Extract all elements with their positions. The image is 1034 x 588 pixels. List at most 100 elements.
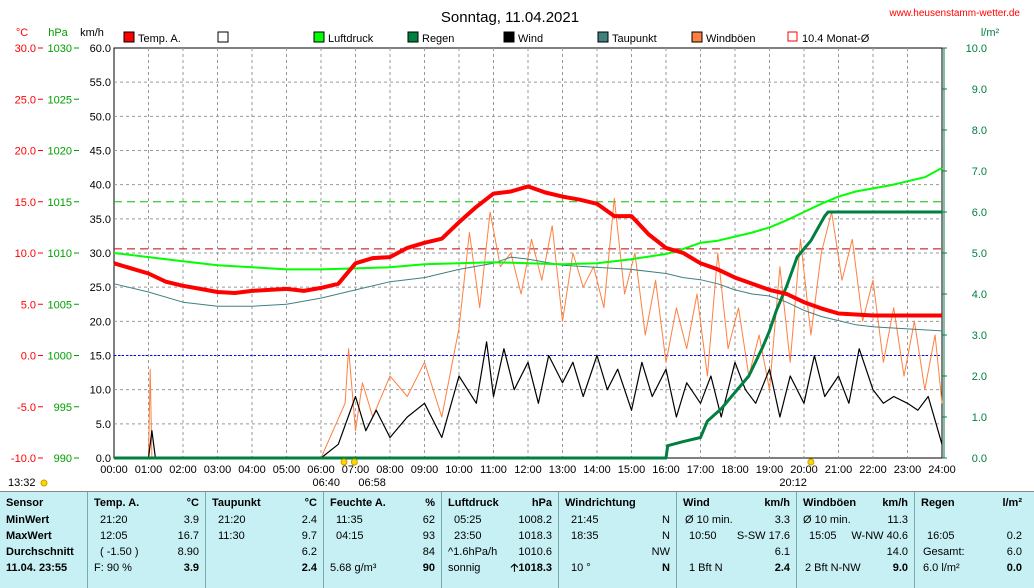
summary-table: Sensor MinWert MaxWert Durchschnitt 11.0… <box>0 491 1034 588</box>
time-tick-label: 14:00 <box>583 464 611 476</box>
rain-tick-label: 2.0 <box>972 371 987 383</box>
pressure-tick-label: 1010 <box>48 248 72 260</box>
time-tick-label: 08:00 <box>376 464 404 476</box>
chart-series <box>113 167 943 460</box>
wind-tick-label: 10.0 <box>90 385 111 397</box>
cell: 21:20 <box>218 514 246 526</box>
pressure-tick-label: 1020 <box>48 146 72 158</box>
cell: 8.90 <box>177 546 199 558</box>
source-link[interactable]: www.heusenstamm-wetter.de <box>888 8 1020 19</box>
time-tick-label: 17:00 <box>687 464 715 476</box>
series-line-windb-en <box>114 197 943 459</box>
temp-header: Temp. A. <box>94 497 140 509</box>
pressure-tick-label: 1025 <box>48 94 72 106</box>
legend-swatch <box>691 31 703 43</box>
cell: 1008.2 <box>518 514 552 526</box>
time-tick-label: 24:00 <box>928 464 956 476</box>
cell: Ø 10 min. <box>685 514 733 526</box>
cell: N <box>662 562 670 574</box>
legend-label: Temp. A. <box>138 33 181 45</box>
cell: 1018.3 <box>518 530 552 542</box>
cell: 90 <box>422 562 435 574</box>
time-tick-label: 12:00 <box>514 464 542 476</box>
rain-tick-label: 10.0 <box>966 43 987 55</box>
temp-tick-label: 15.0 <box>15 197 36 209</box>
cell: 21:20 <box>100 514 128 526</box>
cell: NW <box>651 546 670 558</box>
time-tick-label: 06:00 <box>307 464 335 476</box>
rain-tick-label: 7.0 <box>972 166 987 178</box>
wind-tick-label: 25.0 <box>90 282 111 294</box>
rain-tick-label: 8.0 <box>972 125 987 137</box>
rain-unit-label: l/m² <box>981 27 1000 39</box>
time-tick-label: 20:00 <box>790 464 818 476</box>
taupunkt-column: Taupunkt °C 21:20 2.4 11:30 9.7 6.2 2.4 <box>205 492 323 588</box>
time-tick-label: 07:00 <box>342 464 370 476</box>
cell: 10 ° <box>571 562 591 574</box>
legend-swatch <box>787 31 798 42</box>
pressure-tick-label: 990 <box>54 453 72 465</box>
left-time-label: 13:32 <box>8 477 36 489</box>
cell: W-NW 40.6 <box>851 530 908 542</box>
windboen-unit: km/h <box>882 497 908 509</box>
cell: 05:25 <box>454 514 482 526</box>
cell: 16:05 <box>927 530 955 542</box>
cell: 11:30 <box>218 530 245 542</box>
weather-chart: 00:00 01:00 02:00 03:00 04:00 05:00 06:00 07:00… <box>8 8 1020 489</box>
cell: ( -1.50 ) <box>100 546 139 558</box>
cell: 62 <box>422 514 435 526</box>
sun-time-label: 20:12 <box>779 477 807 489</box>
cell: 84 <box>422 546 435 558</box>
pressure-tick-label: 995 <box>54 402 72 414</box>
cell: Gesamt: <box>923 546 965 558</box>
pressure-tick-label: 1000 <box>48 351 72 363</box>
time-tick-label: 01:00 <box>135 464 163 476</box>
wind-tick-label: 5.0 <box>96 419 111 431</box>
wind-tick-label: 60.0 <box>90 43 111 55</box>
time-tick-label: 21:00 <box>825 464 853 476</box>
cell: 04:15 <box>336 530 364 542</box>
chart-legend: Temp. A. Luftdruck Regen Wind Taupunkt Windbö… <box>123 31 870 45</box>
sun-marker-icon <box>40 479 48 487</box>
wind-column: Wind km/h Ø 10 min. 3.3 10:50 S-SW 17.6 6.1… <box>676 492 796 588</box>
time-tick-label: 11:00 <box>480 464 507 476</box>
cell: 1 Bft N <box>689 562 723 574</box>
rain-tick-label: 6.0 <box>972 207 987 219</box>
cell: 3.9 <box>183 562 199 574</box>
windboen-header: Windböen <box>803 497 857 509</box>
regen-column: Regen l/m² 16:05 0.2 Gesamt: 6.0 6.0 l/m² 0.… <box>914 492 1034 588</box>
legend-swatch <box>313 31 325 43</box>
wind-tick-label: 55.0 <box>90 77 111 89</box>
cell: 0.0 <box>1006 562 1022 574</box>
cell: 93 <box>422 530 435 542</box>
cell: 6.2 <box>301 546 317 558</box>
pressure-tick-label: 1005 <box>48 299 72 311</box>
wind-tick-label: 0.0 <box>96 453 111 465</box>
cell: 12:05 <box>100 530 128 542</box>
arrow-up-icon: 🡡 <box>510 562 519 574</box>
time-tick-label: 09:00 <box>411 464 439 476</box>
pressure-tick-label: 1030 <box>48 43 72 55</box>
feuchte-header: Feuchte A. <box>330 497 386 509</box>
row-label: 11.04. 23:55 <box>6 562 68 574</box>
legend-swatch <box>123 31 135 43</box>
cell: sonnig <box>448 562 481 574</box>
feuchte-unit: % <box>425 497 435 509</box>
series-line-wind <box>114 341 943 459</box>
time-tick-label: 18:00 <box>721 464 749 476</box>
series-line-luftdruck <box>113 167 943 271</box>
cell: 6.0 l/m² <box>923 562 960 574</box>
taupunkt-unit: °C <box>304 497 317 509</box>
cell: 2.4 <box>301 514 317 526</box>
sensor-column: Sensor MinWert MaxWert Durchschnitt 11.0… <box>0 492 87 588</box>
rain-tick-label: 9.0 <box>972 84 987 96</box>
temp-tick-label: 0.0 <box>21 351 36 363</box>
wind-unit: km/h <box>764 497 790 509</box>
temp-column: Temp. A. °C 21:20 3.9 12:05 16.7 ( -1.50 ) 8… <box>87 492 205 588</box>
wind-tick-label: 15.0 <box>90 351 111 363</box>
windrichtung-header: Windrichtung <box>565 497 636 509</box>
legend-swatch <box>217 31 229 43</box>
time-tick-label: 15:00 <box>618 464 646 476</box>
rain-tick-label: 4.0 <box>972 289 987 301</box>
cell: 3.3 <box>774 514 790 526</box>
